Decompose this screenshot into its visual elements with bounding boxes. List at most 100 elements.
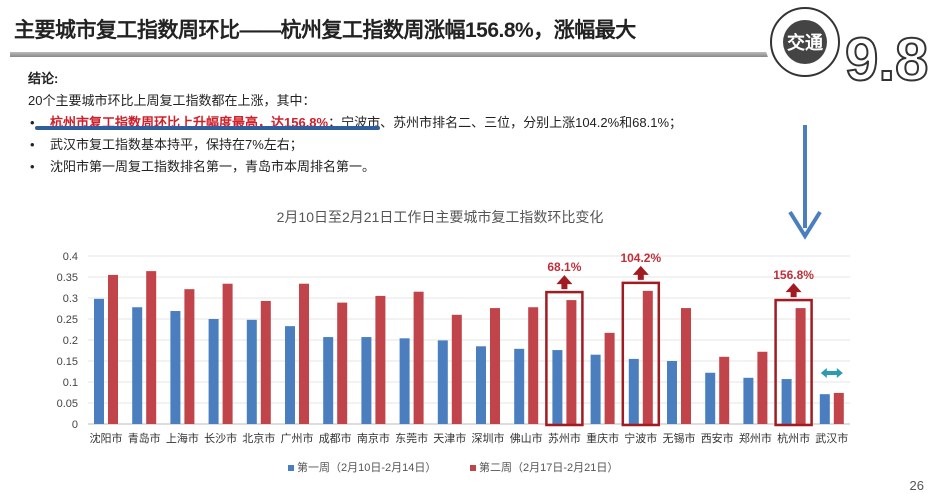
up-arrow-icon xyxy=(556,275,573,290)
bullet-text: 沈阳市第一周复工指数排名第一，青岛市本周排名第一。 xyxy=(50,159,376,174)
y-tick-label: 0.1 xyxy=(63,377,78,389)
title-divider xyxy=(10,52,770,57)
legend-week2: 第二周（2月17日-2月21日） xyxy=(470,459,618,475)
bar-week2 xyxy=(490,308,500,424)
legend-label: 第二周（2月17日-2月21日） xyxy=(479,462,619,474)
up-arrow-icon xyxy=(632,265,649,280)
bullet-2: 武汉市复工指数基本持平，保持在7%左右； xyxy=(28,134,682,156)
y-tick-label: 0.15 xyxy=(57,356,78,368)
page-number: 26 xyxy=(909,478,924,493)
x-tick-label: 北京市 xyxy=(242,431,275,445)
bar-week1 xyxy=(170,311,181,424)
y-tick-label: 0.4 xyxy=(63,251,78,263)
bar-week2 xyxy=(566,300,577,424)
bar-week2 xyxy=(757,351,768,424)
watermark-logo: 交通 9.8 xyxy=(765,2,929,94)
x-tick-label: 重庆市 xyxy=(586,431,619,445)
bar-week2 xyxy=(299,283,309,424)
bar-week1 xyxy=(361,337,372,424)
bar-week2 xyxy=(451,314,462,424)
slide-title: 主要城市复工指数周环比——杭州复工指数周涨幅156.8%，涨幅最大 xyxy=(14,19,636,42)
y-tick-label: 0.2 xyxy=(63,335,78,347)
legend-label: 第一周（2月10日-2月14日） xyxy=(297,462,437,474)
conclusion-heading: 结论: xyxy=(28,71,59,86)
watermark-number: 9.8 xyxy=(845,26,928,93)
bar-week1 xyxy=(514,348,525,424)
bar-week2 xyxy=(222,283,233,424)
bar-week2 xyxy=(604,332,615,424)
x-tick-label: 佛山市 xyxy=(510,431,543,445)
x-tick-label: 青岛市 xyxy=(128,431,161,445)
bar-week2 xyxy=(413,291,424,424)
x-tick-label: 上海市 xyxy=(166,431,199,445)
bar-week1 xyxy=(476,346,486,424)
bar-week2 xyxy=(681,308,691,424)
bar-week1 xyxy=(667,361,677,424)
x-tick-label: 无锡市 xyxy=(663,431,696,445)
x-tick-label: 苏州市 xyxy=(548,431,581,445)
x-tick-label: 宁波市 xyxy=(624,431,657,445)
y-tick-label: 0.3 xyxy=(63,293,78,305)
bar-week1 xyxy=(590,354,601,424)
bar-week1 xyxy=(208,319,219,424)
y-tick-label: 0.35 xyxy=(57,272,78,284)
growth-label: 68.1% xyxy=(547,260,581,274)
bullet-text: 武汉市复工指数基本持平，保持在7%左右； xyxy=(50,137,303,152)
bar-week2 xyxy=(260,300,271,424)
bar-week2 xyxy=(719,356,730,424)
watermark-badge xyxy=(783,20,827,64)
x-tick-label: 深圳市 xyxy=(472,431,505,445)
bar-week2 xyxy=(146,271,157,424)
x-tick-label: 杭州市 xyxy=(777,431,810,445)
highlight-box xyxy=(545,290,584,427)
bar-week1 xyxy=(628,358,639,424)
double-arrow-icon xyxy=(820,368,843,378)
x-tick-label: 东莞市 xyxy=(395,431,428,445)
bar-week1 xyxy=(323,337,334,424)
bar-week1 xyxy=(781,379,792,424)
legend-week1: 第一周（2月10日-2月14日） xyxy=(288,459,436,475)
bar-week2 xyxy=(833,392,844,424)
bar-week1 xyxy=(246,319,257,424)
growth-label: 104.2% xyxy=(620,251,661,265)
y-tick-label: 0.05 xyxy=(57,398,78,410)
bar-week2 xyxy=(184,289,195,424)
bar-week1 xyxy=(819,394,830,424)
x-tick-label: 郑州市 xyxy=(739,431,772,445)
bar-week2 xyxy=(795,308,806,424)
x-tick-label: 南京市 xyxy=(357,431,390,445)
highlight-underline xyxy=(35,126,380,130)
up-arrow-icon xyxy=(785,283,802,298)
bar-week2 xyxy=(337,302,348,424)
highlight-box xyxy=(774,298,813,427)
bar-week1 xyxy=(399,338,410,424)
conclusion-block: 结论: 20个主要城市环比上周复工指数都在上涨，其中： 杭州市复工指数周环比上升… xyxy=(28,68,682,178)
legend-swatch xyxy=(288,465,294,472)
x-tick-label: 长沙市 xyxy=(204,431,237,445)
y-tick-label: 0 xyxy=(72,419,78,431)
bar-week2 xyxy=(642,290,653,424)
bar-week1 xyxy=(552,350,563,424)
chart-title: 2月10日至2月21日工作日主要城市复工指数环比变化 xyxy=(277,209,604,225)
x-tick-label: 武汉市 xyxy=(815,431,848,445)
bar-week2 xyxy=(375,295,386,424)
bar-week1 xyxy=(705,372,716,424)
bar-week1 xyxy=(132,307,143,424)
conclusion-intro: 20个主要城市环比上周复工指数都在上涨，其中： xyxy=(28,93,316,108)
bar-week1 xyxy=(94,298,104,424)
growth-label: 156.8% xyxy=(773,268,814,282)
x-tick-label: 成都市 xyxy=(319,431,352,445)
watermark-text: 交通 xyxy=(787,32,823,53)
pointer-arrow-icon xyxy=(788,125,822,240)
bar-week2 xyxy=(528,307,539,424)
bullet-3: 沈阳市第一周复工指数排名第一，青岛市本周排名第一。 xyxy=(28,156,682,178)
highlight-box xyxy=(621,281,661,427)
x-tick-label: 广州市 xyxy=(281,431,314,445)
x-tick-label: 天津市 xyxy=(433,431,466,445)
bar-week1 xyxy=(437,340,448,424)
bar-week1 xyxy=(285,326,295,424)
bar-week1 xyxy=(743,377,754,424)
bar-week2 xyxy=(108,274,118,424)
